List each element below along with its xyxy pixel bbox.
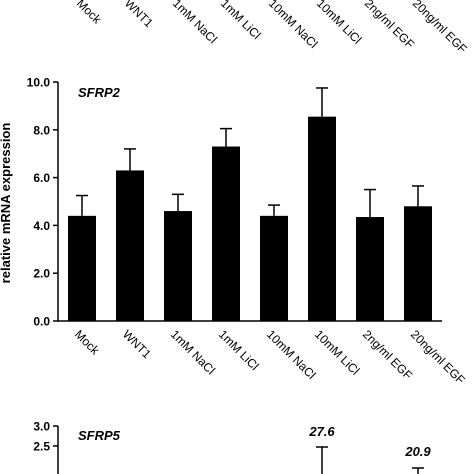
sfrp2-y-tick-label: 10.0 — [27, 76, 51, 90]
x-tick-label-1mm-nacl: 1mM NaCl — [168, 327, 218, 377]
top-label-10mm-licl: 10mM LiCl — [314, 0, 364, 47]
sfrp2-y-tick-label: 0.0 — [33, 315, 50, 329]
sfrp2-y-tick-label: 2.0 — [33, 267, 50, 281]
sfrp2-chart: 0.0 2.0 4.0 6.0 8.0 10.0 Mock WNT1 1mM NaCl1mM … — [0, 76, 468, 388]
sfrp5-y-tick-label: 3.0 — [33, 420, 50, 434]
sfrp2-y-tick-label: 6.0 — [33, 171, 50, 185]
sfrp5-annotation-egf: 20.9 — [404, 444, 431, 459]
x-tick-label-mock: Mock — [72, 327, 103, 358]
bar-10mm-licl — [308, 116, 336, 321]
top-label-2ng-ml-egf: 2ng/ml EGF — [362, 0, 417, 51]
sfrp5-annotation-liCl: 27.6 — [308, 424, 335, 439]
sfrp5-y-ticks: 2.53.0 — [33, 420, 58, 454]
x-tick-label-10mm-licl: 10mM LiCl — [312, 327, 362, 377]
top-label-1mm-nacl: 1mM NaCl — [170, 0, 220, 46]
x-tick-label-2ng-ml-egf: 2ng/ml EGF — [360, 327, 415, 382]
sfrp2-y-tick-label: 4.0 — [33, 219, 50, 233]
top-label-20ng-ml-egf: 20ng/ml EGF — [410, 0, 470, 56]
x-tick-label-wnt1: WNT1 — [120, 327, 154, 361]
bar-mock — [68, 215, 96, 321]
sfrp5-title: SFRP5 — [78, 428, 121, 443]
x-tick-label-10mm-nacl: 10mM NaCl — [264, 327, 319, 382]
top-label-1mm-licl: 1mM LiCl — [218, 0, 264, 42]
sfrp2-y-tick-label: 8.0 — [33, 123, 50, 137]
bar-wnt1 — [116, 170, 144, 321]
bar-1mm-nacl — [164, 211, 192, 321]
sfrp2-y-ticks: 0.0 2.0 4.0 6.0 8.0 10.0 — [27, 76, 58, 329]
x-tick-label-20ng-ml-egf: 20ng/ml EGF — [408, 327, 468, 387]
top-label-10mm-nacl: 10mM NaCl — [266, 0, 321, 51]
bar-1mm-licl — [212, 146, 240, 321]
sfrp5-y-tick-label: 2.5 — [33, 440, 50, 454]
top-label-mock: Mock — [74, 0, 105, 27]
top-label-wnt1: WNT1 — [122, 0, 156, 30]
bar-20ng-ml-egf — [404, 206, 432, 321]
y-axis-label: relative mRNA expression — [0, 123, 13, 284]
sfrp2-bars — [68, 87, 432, 321]
bar-2ng-ml-egf — [356, 217, 384, 321]
sfrp5-chart: 2.53.0 SFRP5 27.6 20.9 — [33, 420, 431, 474]
bar-10mm-nacl — [260, 215, 288, 321]
sfrp2-title: SFRP2 — [78, 85, 121, 100]
x-tick-label-1mm-licl: 1mM LiCl — [216, 327, 262, 373]
